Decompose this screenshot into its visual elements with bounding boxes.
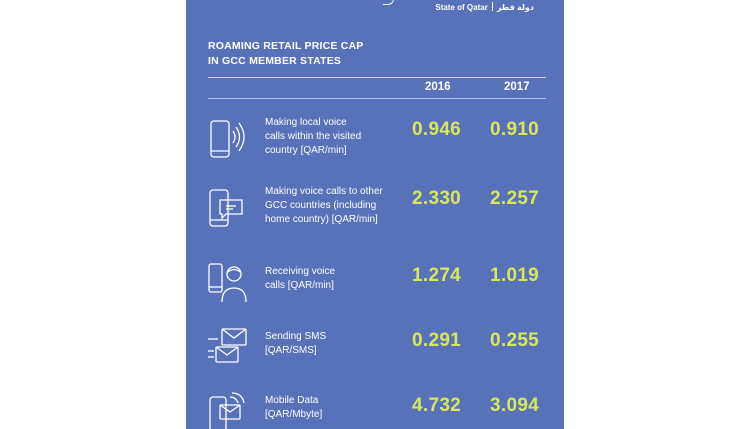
phone-chat-icon	[206, 186, 250, 230]
value-2017: 2.257	[490, 188, 540, 209]
value-2016: 0.946	[412, 119, 462, 140]
row-label: Receiving voice calls [QAR/min]	[265, 266, 336, 291]
row-label: Making voice calls to other GCC countrie…	[265, 186, 383, 225]
row-label: Mobile Data [QAR/Mbyte]	[265, 395, 323, 420]
value-2016: 0.291	[412, 330, 462, 351]
page-title: ROAMING RETAIL PRICE CAP IN GCC MEMBER S…	[208, 39, 448, 69]
header-underline	[208, 98, 546, 99]
mobile-data-icon	[206, 391, 250, 429]
brand-arabic: دولة قطر	[496, 3, 534, 12]
title-line-1: ROAMING RETAIL PRICE CAP	[208, 40, 364, 52]
value-2017: 1.019	[490, 265, 540, 286]
value-2016: 2.330	[412, 188, 462, 209]
column-header-2016: 2016	[425, 81, 451, 93]
brand-divider	[491, 2, 493, 11]
price-row-sms: Sending SMS [QAR/SMS] 0.291 0.255	[186, 323, 564, 383]
logo-mark-icon	[383, 0, 394, 5]
row-label: Sending SMS [QAR/SMS]	[265, 331, 327, 356]
price-row-mobile-data: Mobile Data [QAR/Mbyte] 4.732 3.094	[186, 387, 564, 429]
phone-signal-icon	[206, 117, 250, 161]
value-2017: 0.255	[490, 330, 540, 351]
envelope-icon	[206, 325, 250, 369]
header-rule	[208, 77, 546, 78]
price-row-receiving-calls: Receiving voice calls [QAR/min] 1.274 1.…	[186, 258, 564, 318]
price-row-local-calls: Making local voice calls within the visi…	[186, 111, 564, 171]
row-label: Making local voice calls within the visi…	[265, 117, 362, 156]
price-row-gcc-calls: Making voice calls to other GCC countrie…	[186, 180, 564, 240]
value-2016: 4.732	[412, 395, 462, 416]
title-line-2: IN GCC MEMBER STATES	[208, 55, 342, 67]
brand-logo: State of Qatar دولة قطر	[383, 0, 534, 12]
column-header-2017: 2017	[504, 81, 530, 93]
infographic-card: State of Qatar دولة قطر ROAMING RETAIL PR…	[186, 0, 564, 429]
person-phone-icon	[206, 260, 250, 304]
value-2017: 0.910	[490, 119, 540, 140]
value-2016: 1.274	[412, 265, 462, 286]
brand-english: State of Qatar	[435, 3, 488, 12]
value-2017: 3.094	[490, 395, 540, 416]
